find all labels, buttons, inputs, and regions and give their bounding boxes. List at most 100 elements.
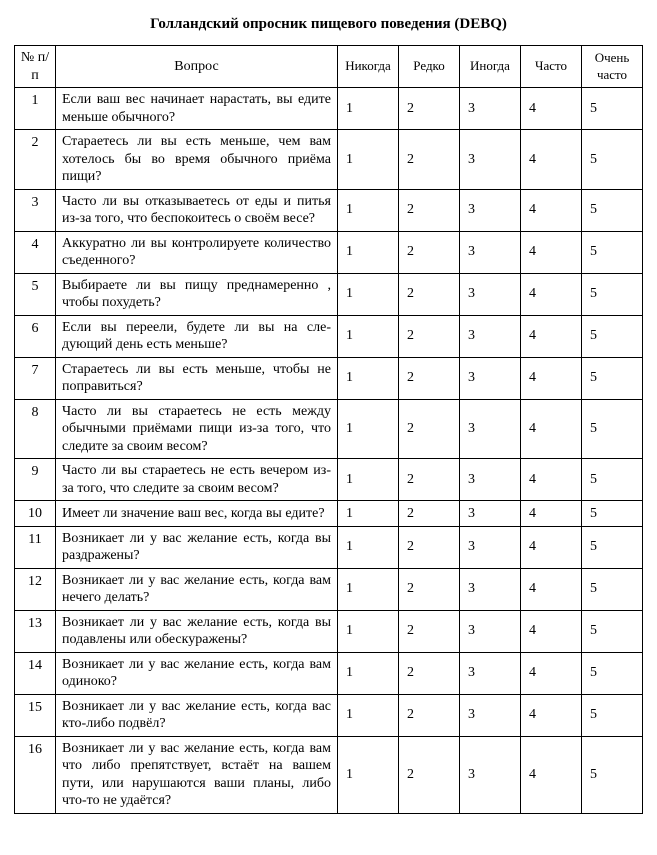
table-row: 1Если ваш вес начинает нарастать, вы еди… (15, 88, 643, 130)
scale-cell-2[interactable]: 3 (460, 610, 521, 652)
scale-cell-4[interactable]: 5 (582, 610, 643, 652)
scale-cell-0[interactable]: 1 (338, 88, 399, 130)
scale-cell-0[interactable]: 1 (338, 652, 399, 694)
scale-cell-3[interactable]: 4 (521, 231, 582, 273)
scale-cell-1[interactable]: 2 (399, 273, 460, 315)
scale-cell-4[interactable]: 5 (582, 568, 643, 610)
scale-cell-0[interactable]: 1 (338, 189, 399, 231)
scale-cell-1[interactable]: 2 (399, 501, 460, 527)
scale-cell-3[interactable]: 4 (521, 736, 582, 813)
table-row: 16Возникает ли у вас желание есть, когда… (15, 736, 643, 813)
scale-cell-1[interactable]: 2 (399, 652, 460, 694)
scale-cell-3[interactable]: 4 (521, 610, 582, 652)
row-question: Выбираете ли вы пищу преднамеренно , что… (56, 273, 338, 315)
scale-cell-2[interactable]: 3 (460, 568, 521, 610)
table-header-row: № п/п Вопрос Никогда Редко Иногда Часто … (15, 46, 643, 88)
table-row: 10Имеет ли значение ваш вес, когда вы ед… (15, 501, 643, 527)
scale-cell-1[interactable]: 2 (399, 357, 460, 399)
scale-cell-0[interactable]: 1 (338, 694, 399, 736)
header-scale-3: Часто (521, 46, 582, 88)
scale-cell-2[interactable]: 3 (460, 357, 521, 399)
scale-cell-0[interactable]: 1 (338, 501, 399, 527)
scale-cell-3[interactable]: 4 (521, 694, 582, 736)
scale-cell-0[interactable]: 1 (338, 568, 399, 610)
scale-cell-4[interactable]: 5 (582, 231, 643, 273)
scale-cell-1[interactable]: 2 (399, 130, 460, 190)
scale-cell-0[interactable]: 1 (338, 736, 399, 813)
scale-cell-1[interactable]: 2 (399, 189, 460, 231)
row-question: Возникает ли у вас желание есть, когда в… (56, 526, 338, 568)
scale-cell-1[interactable]: 2 (399, 568, 460, 610)
scale-cell-1[interactable]: 2 (399, 610, 460, 652)
scale-cell-1[interactable]: 2 (399, 526, 460, 568)
row-number: 8 (15, 399, 56, 459)
scale-cell-2[interactable]: 3 (460, 736, 521, 813)
scale-cell-1[interactable]: 2 (399, 315, 460, 357)
scale-cell-1[interactable]: 2 (399, 459, 460, 501)
scale-cell-3[interactable]: 4 (521, 273, 582, 315)
scale-cell-0[interactable]: 1 (338, 526, 399, 568)
scale-cell-3[interactable]: 4 (521, 568, 582, 610)
scale-cell-0[interactable]: 1 (338, 130, 399, 190)
scale-cell-0[interactable]: 1 (338, 357, 399, 399)
header-num: № п/п (15, 46, 56, 88)
scale-cell-0[interactable]: 1 (338, 399, 399, 459)
scale-cell-3[interactable]: 4 (521, 399, 582, 459)
scale-cell-3[interactable]: 4 (521, 315, 582, 357)
scale-cell-2[interactable]: 3 (460, 189, 521, 231)
scale-cell-2[interactable]: 3 (460, 501, 521, 527)
scale-cell-4[interactable]: 5 (582, 357, 643, 399)
scale-cell-3[interactable]: 4 (521, 459, 582, 501)
scale-cell-3[interactable]: 4 (521, 88, 582, 130)
scale-cell-2[interactable]: 3 (460, 526, 521, 568)
scale-cell-3[interactable]: 4 (521, 526, 582, 568)
row-number: 6 (15, 315, 56, 357)
row-question: Возникает ли у вас желание есть, когда в… (56, 652, 338, 694)
scale-cell-2[interactable]: 3 (460, 130, 521, 190)
row-number: 12 (15, 568, 56, 610)
row-number: 3 (15, 189, 56, 231)
scale-cell-4[interactable]: 5 (582, 694, 643, 736)
scale-cell-4[interactable]: 5 (582, 88, 643, 130)
scale-cell-1[interactable]: 2 (399, 88, 460, 130)
scale-cell-0[interactable]: 1 (338, 231, 399, 273)
scale-cell-4[interactable]: 5 (582, 736, 643, 813)
scale-cell-1[interactable]: 2 (399, 736, 460, 813)
scale-cell-3[interactable]: 4 (521, 357, 582, 399)
table-row: 6Если вы переели, будете ли вы на сле­ду… (15, 315, 643, 357)
scale-cell-2[interactable]: 3 (460, 399, 521, 459)
scale-cell-4[interactable]: 5 (582, 459, 643, 501)
scale-cell-4[interactable]: 5 (582, 526, 643, 568)
scale-cell-0[interactable]: 1 (338, 315, 399, 357)
scale-cell-2[interactable]: 3 (460, 273, 521, 315)
scale-cell-4[interactable]: 5 (582, 501, 643, 527)
row-question: Если вы переели, будете ли вы на сле­дую… (56, 315, 338, 357)
scale-cell-2[interactable]: 3 (460, 459, 521, 501)
scale-cell-2[interactable]: 3 (460, 694, 521, 736)
row-number: 1 (15, 88, 56, 130)
row-number: 14 (15, 652, 56, 694)
scale-cell-3[interactable]: 4 (521, 189, 582, 231)
scale-cell-4[interactable]: 5 (582, 189, 643, 231)
scale-cell-1[interactable]: 2 (399, 694, 460, 736)
scale-cell-0[interactable]: 1 (338, 610, 399, 652)
scale-cell-4[interactable]: 5 (582, 652, 643, 694)
scale-cell-2[interactable]: 3 (460, 88, 521, 130)
scale-cell-2[interactable]: 3 (460, 315, 521, 357)
scale-cell-0[interactable]: 1 (338, 273, 399, 315)
scale-cell-2[interactable]: 3 (460, 652, 521, 694)
scale-cell-3[interactable]: 4 (521, 501, 582, 527)
scale-cell-4[interactable]: 5 (582, 130, 643, 190)
row-number: 4 (15, 231, 56, 273)
scale-cell-1[interactable]: 2 (399, 231, 460, 273)
scale-cell-1[interactable]: 2 (399, 399, 460, 459)
scale-cell-2[interactable]: 3 (460, 231, 521, 273)
row-number: 13 (15, 610, 56, 652)
scale-cell-3[interactable]: 4 (521, 130, 582, 190)
row-question: Стараетесь ли вы есть меньше, чтобы не п… (56, 357, 338, 399)
scale-cell-3[interactable]: 4 (521, 652, 582, 694)
scale-cell-4[interactable]: 5 (582, 399, 643, 459)
scale-cell-4[interactable]: 5 (582, 315, 643, 357)
scale-cell-0[interactable]: 1 (338, 459, 399, 501)
scale-cell-4[interactable]: 5 (582, 273, 643, 315)
